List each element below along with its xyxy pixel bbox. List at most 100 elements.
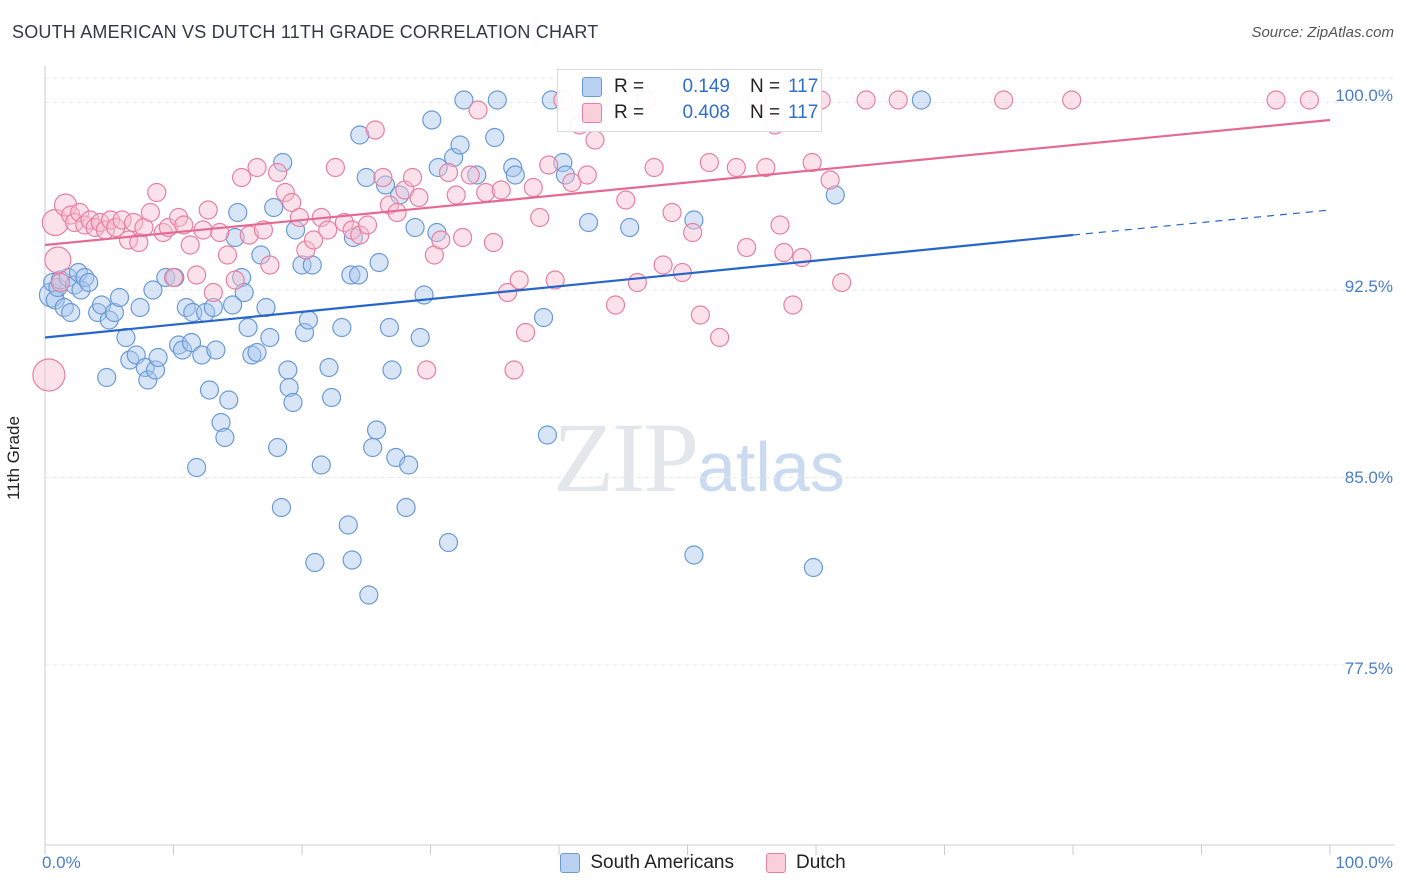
chart-title: SOUTH AMERICAN VS DUTCH 11TH GRADE CORRE… (12, 22, 599, 42)
watermark: ZIPatlas (553, 400, 845, 515)
point-south-americans (553, 152, 573, 173)
point-dutch (106, 217, 126, 238)
point-dutch (260, 255, 280, 275)
point-dutch (387, 202, 407, 223)
point-dutch (379, 195, 399, 215)
point-dutch (275, 182, 295, 203)
point-dutch (303, 230, 324, 250)
point-dutch (247, 157, 267, 178)
point-south-americans (321, 387, 342, 408)
point-south-americans (503, 157, 523, 178)
point-south-americans (319, 357, 339, 378)
point-dutch (509, 270, 529, 290)
point-south-americans (292, 255, 312, 275)
legend-r-value: 0.149 (682, 76, 730, 97)
point-south-americans (620, 217, 640, 238)
point-dutch (737, 237, 757, 258)
point-dutch (710, 327, 730, 348)
point-south-americans (54, 297, 74, 318)
point-south-americans (148, 347, 168, 368)
point-dutch (44, 246, 72, 274)
point-south-americans (279, 377, 299, 398)
point-dutch (616, 190, 636, 210)
point-south-americans (428, 157, 448, 178)
point-south-americans (454, 90, 474, 110)
watermark-zip: ZIP (553, 402, 699, 513)
point-south-americans (247, 342, 267, 363)
point-south-americans (273, 152, 293, 173)
point-south-americans (203, 297, 223, 318)
point-dutch (1266, 90, 1286, 110)
point-south-americans (684, 545, 704, 565)
point-dutch (198, 200, 218, 220)
point-south-americans (422, 110, 442, 130)
point-south-americans (130, 297, 150, 318)
point-south-americans (382, 360, 402, 380)
point-south-americans (104, 302, 124, 323)
point-dutch (365, 120, 385, 140)
point-dutch (539, 155, 559, 175)
point-south-americans (410, 327, 430, 348)
point-south-americans (79, 272, 99, 293)
point-dutch (417, 360, 437, 380)
point-dutch (431, 230, 451, 250)
point-south-americans (294, 322, 315, 343)
point-dutch (726, 157, 746, 178)
point-dutch (627, 272, 647, 293)
point-dutch (225, 270, 245, 290)
point-dutch (562, 172, 582, 193)
legend-n-value: 117 (788, 102, 819, 123)
legend-r-label: R = (614, 76, 645, 97)
point-dutch (888, 90, 908, 110)
legend-label: Dutch (796, 852, 846, 873)
point-dutch (147, 182, 167, 203)
point-dutch (653, 255, 673, 275)
point-south-americans (215, 427, 235, 448)
point-south-americans (283, 392, 303, 413)
legend-item-south-americans[interactable]: South Americans (560, 852, 734, 874)
point-south-americans (359, 585, 379, 605)
point-south-americans (305, 552, 325, 573)
point-dutch (334, 212, 355, 233)
legend-swatch-pink (766, 853, 786, 873)
point-dutch (140, 202, 160, 223)
point-dutch (232, 167, 252, 188)
point-dutch (70, 202, 90, 223)
point-dutch (774, 242, 794, 263)
point-south-americans (375, 175, 396, 195)
point-south-americans (120, 350, 140, 370)
point-south-americans (505, 165, 525, 185)
point-dutch (792, 247, 812, 268)
point-dutch (1299, 90, 1320, 110)
point-dutch (187, 265, 207, 285)
legend-item-dutch[interactable]: Dutch (766, 852, 846, 874)
y-tick-label: 92.5% (1344, 277, 1393, 296)
point-south-americans (192, 345, 212, 365)
point-south-americans (450, 135, 470, 155)
point-south-americans (278, 360, 298, 380)
point-dutch (585, 130, 605, 150)
legend-swatch-pink (582, 103, 602, 123)
point-dutch (210, 222, 230, 243)
point-south-americans (116, 327, 136, 348)
point-south-americans (260, 327, 280, 348)
point-dutch (690, 305, 710, 325)
point-south-americans (405, 217, 425, 238)
point-dutch (203, 282, 223, 303)
legend-n-value: 117 (788, 76, 819, 97)
point-south-americans (379, 317, 399, 338)
point-south-americans (206, 340, 226, 360)
point-dutch (174, 215, 194, 235)
legend-swatch-blue (560, 853, 581, 873)
point-dutch (129, 232, 149, 253)
point-south-americans (242, 345, 262, 365)
point-dutch (446, 185, 466, 205)
point-dutch (994, 90, 1014, 110)
watermark-atlas: atlas (697, 428, 845, 506)
point-dutch (460, 165, 480, 185)
point-dutch (699, 152, 719, 173)
point-south-americans (369, 252, 389, 273)
point-south-americans (48, 277, 68, 298)
legend-n-label: N = (750, 76, 781, 97)
